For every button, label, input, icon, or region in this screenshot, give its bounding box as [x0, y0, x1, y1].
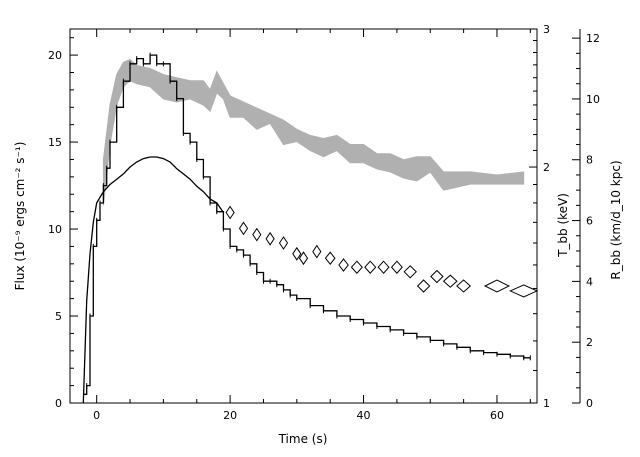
y-axis-label-radius: R_bb (km/d_10 kpc)	[609, 160, 623, 279]
temperature-diamond	[364, 260, 377, 274]
y-tick-label-flux: 20	[48, 49, 62, 62]
y-axis-label-temperature: T_bb (keV)	[556, 193, 570, 258]
temperature-diamond	[456, 279, 472, 293]
y-tick-label-radius: 2	[586, 336, 593, 349]
temperature-diamond	[390, 260, 403, 274]
temperature-diamond	[350, 260, 363, 274]
temperature-diamond	[430, 269, 444, 284]
flux-layer	[83, 52, 531, 395]
temperature-layer	[82, 156, 539, 404]
temperature-diamond	[324, 251, 336, 266]
y-tick-label-flux: 5	[55, 310, 62, 323]
y-tick-label-radius: 12	[586, 32, 600, 45]
y-tick-label-flux: 10	[48, 223, 62, 236]
temperature-diamond	[509, 284, 539, 298]
x-tick-label: 40	[357, 409, 371, 422]
temperature-diamond	[225, 205, 235, 220]
plot-frame	[69, 28, 538, 404]
temperature-line	[82, 156, 224, 404]
x-tick-label: 0	[93, 409, 100, 422]
x-axis-label: Time (s)	[278, 432, 328, 446]
temperature-diamond	[416, 279, 431, 293]
y-tick-label-flux: 15	[48, 136, 62, 149]
y-tick-label-radius: 4	[586, 275, 593, 288]
y-axis-label-flux: Flux (10⁻⁹ ergs cm⁻² s⁻¹)	[13, 142, 27, 291]
y-tick-label-radius: 8	[586, 154, 593, 167]
x-tick-label: 60	[490, 409, 504, 422]
temperature-diamond	[265, 231, 275, 246]
temperature-diamond	[338, 258, 349, 272]
y-tick-label-radius: 10	[586, 93, 600, 106]
radius-band	[102, 58, 525, 206]
temperature-diamond	[278, 236, 289, 250]
y-tick-label-temperature: 2	[543, 161, 550, 174]
temperature-diamond	[442, 274, 458, 288]
y-tick-label-radius: 0	[586, 397, 593, 410]
temperature-diamond	[238, 221, 249, 236]
axes-layer	[69, 28, 581, 404]
temperature-diamond	[483, 279, 511, 293]
y-tick-label-radius: 6	[586, 215, 593, 228]
y-tick-label-temperature: 3	[543, 23, 550, 36]
temperature-diamond	[298, 251, 309, 266]
temperature-diamond	[292, 246, 302, 261]
y-tick-label-flux: 0	[55, 397, 62, 410]
y-tick-label-temperature: 1	[543, 397, 550, 410]
temperature-diamond	[377, 260, 390, 274]
temperature-diamond	[403, 265, 417, 279]
x-tick-label: 20	[223, 409, 237, 422]
temperature-diamond	[252, 227, 262, 242]
radius-band-layer	[102, 58, 525, 206]
temperature-diamond	[312, 244, 322, 259]
flux-histogram-line	[83, 54, 531, 395]
